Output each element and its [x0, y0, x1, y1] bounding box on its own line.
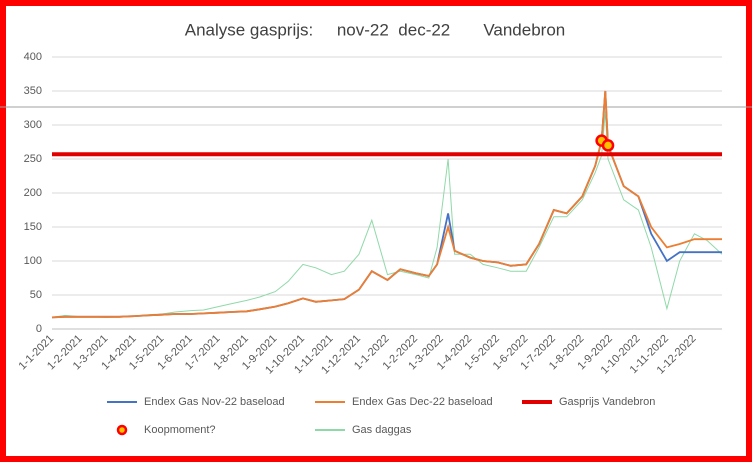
legend-marker — [116, 424, 128, 436]
y-tick-label: 300 — [24, 119, 42, 131]
y-tick-label: 350 — [24, 85, 42, 97]
y-tick-label: 50 — [30, 289, 42, 301]
legend-label: Endex Gas Dec-22 baseload — [352, 396, 493, 408]
y-tick-label: 0 — [36, 323, 42, 335]
data-line — [51, 90, 722, 319]
marker — [601, 139, 615, 152]
legend-label: Koopmoment? — [144, 424, 216, 436]
legend-label: Gasprijs Vandebron — [559, 396, 655, 408]
legend-label: Gas daggas — [352, 424, 412, 436]
y-tick-label: 200 — [24, 187, 42, 199]
y-tick-label: 100 — [24, 255, 42, 267]
y-tick-label: 400 — [24, 51, 42, 63]
chart-title: Analyse gasprijs: nov-22 dec-22 Vandebro… — [185, 20, 566, 39]
legend-label: Endex Gas Nov-22 baseload — [144, 396, 285, 408]
y-tick-label: 250 — [24, 153, 42, 165]
y-tick-label: 150 — [24, 221, 42, 233]
